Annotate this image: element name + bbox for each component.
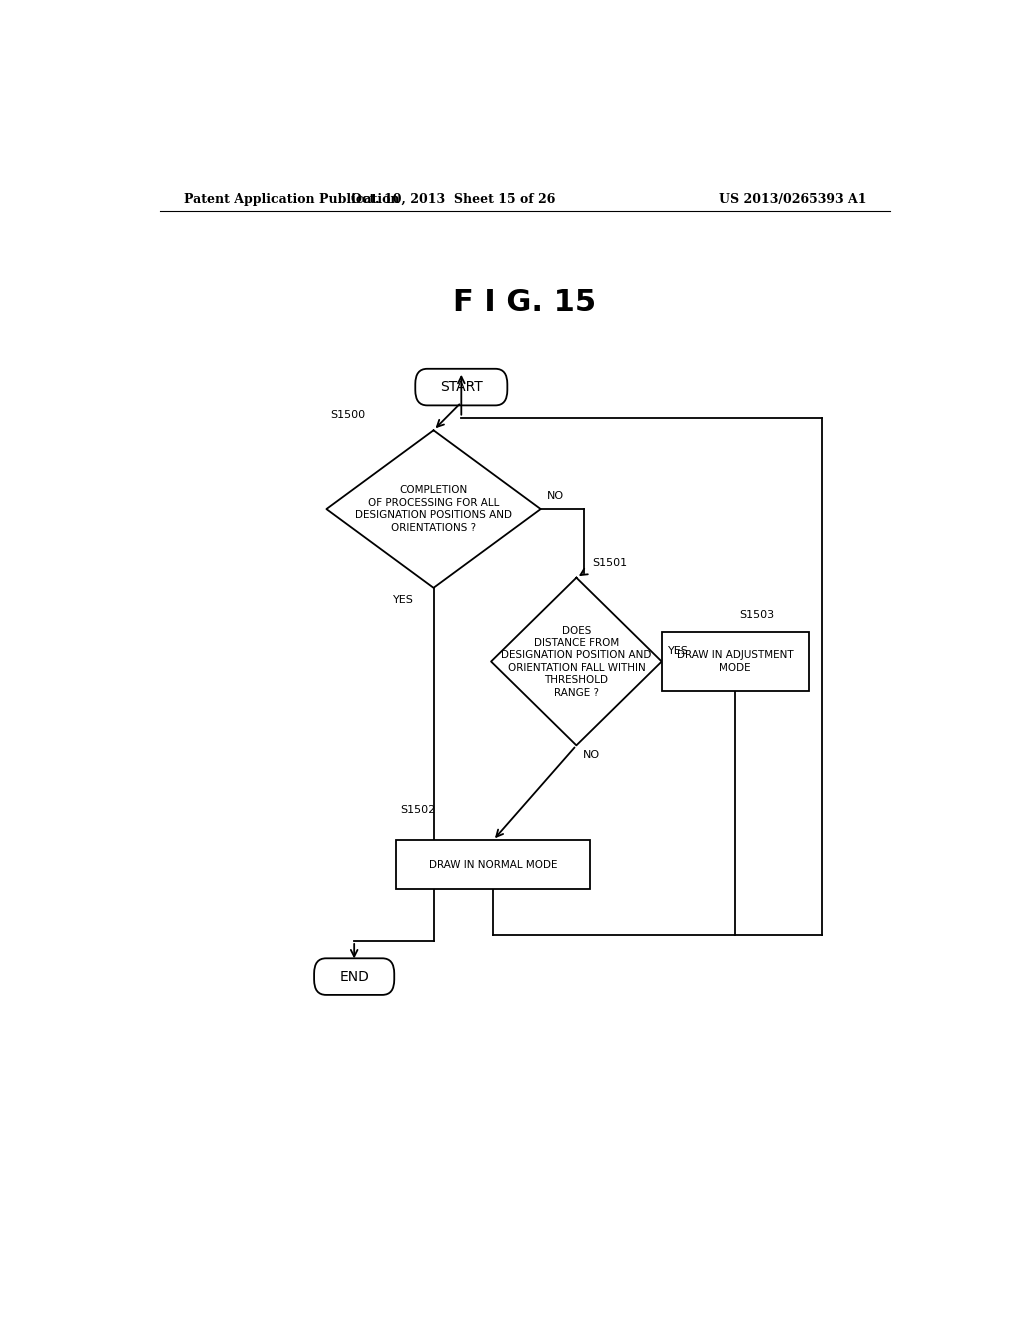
- Text: END: END: [339, 970, 369, 983]
- Text: Patent Application Publication: Patent Application Publication: [183, 193, 399, 206]
- FancyBboxPatch shape: [416, 368, 507, 405]
- Text: S1503: S1503: [739, 610, 774, 620]
- Bar: [662, 632, 809, 690]
- Text: DRAW IN ADJUSTMENT
MODE: DRAW IN ADJUSTMENT MODE: [677, 651, 794, 673]
- Text: S1502: S1502: [399, 805, 435, 814]
- Text: US 2013/0265393 A1: US 2013/0265393 A1: [719, 193, 866, 206]
- Text: YES: YES: [668, 647, 689, 656]
- FancyBboxPatch shape: [314, 958, 394, 995]
- Text: YES: YES: [393, 595, 414, 605]
- Text: COMPLETION
OF PROCESSING FOR ALL
DESIGNATION POSITIONS AND
ORIENTATIONS ?: COMPLETION OF PROCESSING FOR ALL DESIGNA…: [355, 486, 512, 533]
- Text: NO: NO: [547, 491, 564, 500]
- Text: DRAW IN NORMAL MODE: DRAW IN NORMAL MODE: [429, 859, 557, 870]
- Text: S1501: S1501: [592, 557, 628, 568]
- Text: START: START: [440, 380, 482, 395]
- Bar: [396, 841, 590, 890]
- Text: Oct. 10, 2013  Sheet 15 of 26: Oct. 10, 2013 Sheet 15 of 26: [351, 193, 556, 206]
- Text: S1500: S1500: [331, 411, 366, 420]
- Text: NO: NO: [583, 751, 600, 760]
- Text: DOES
DISTANCE FROM
DESIGNATION POSITION AND
ORIENTATION FALL WITHIN
THRESHOLD
RA: DOES DISTANCE FROM DESIGNATION POSITION …: [501, 626, 651, 697]
- Text: F I G. 15: F I G. 15: [454, 288, 596, 317]
